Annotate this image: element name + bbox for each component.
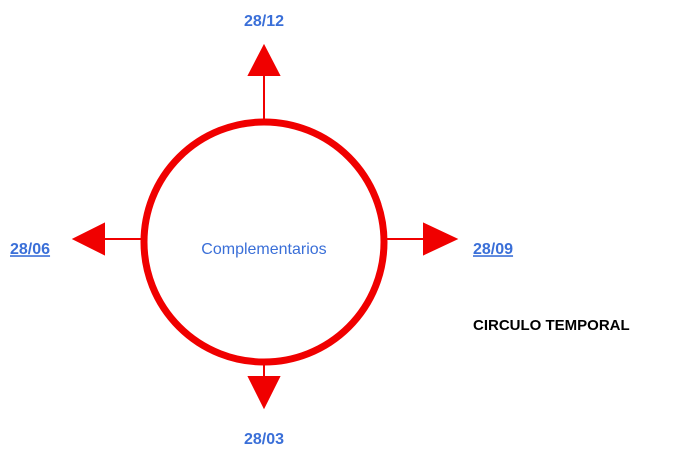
arrow-right-head (423, 222, 459, 256)
top-date: 28/12 (244, 13, 284, 30)
arrow-down-head (247, 376, 281, 410)
left-date[interactable]: 28/06 (10, 241, 50, 258)
arrow-up-head (247, 43, 281, 76)
arrow-left-head (71, 222, 105, 256)
bottom-date: 28/03 (244, 431, 284, 448)
right-date[interactable]: 28/09 (473, 241, 513, 258)
center-label: Complementarios (201, 241, 326, 258)
caption: CIRCULO TEMPORAL (473, 317, 630, 334)
arrows (71, 43, 459, 410)
